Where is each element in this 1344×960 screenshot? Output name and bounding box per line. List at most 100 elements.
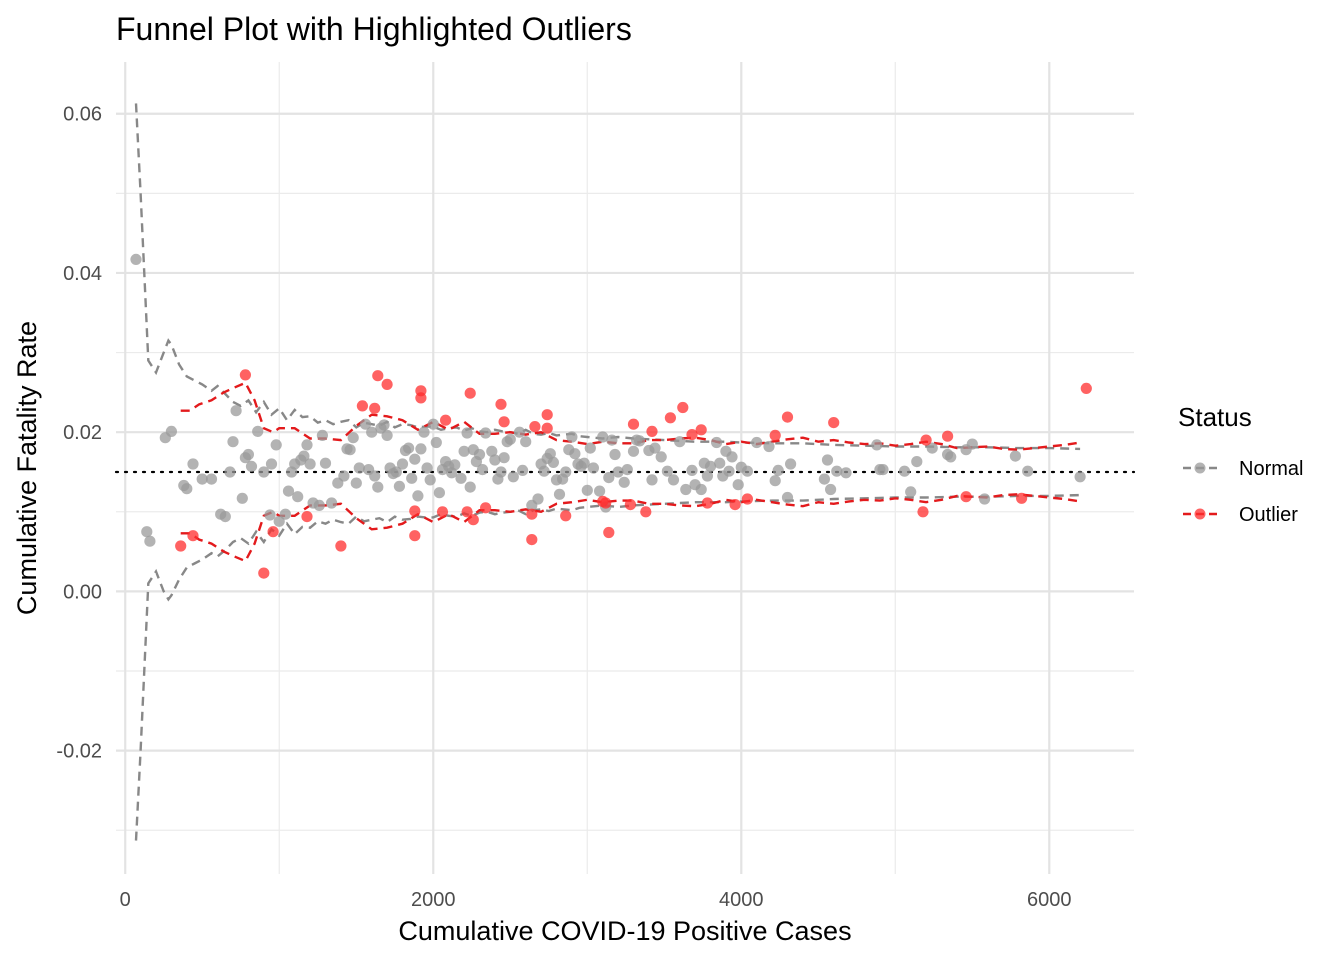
normal-point-86 bbox=[489, 454, 501, 466]
outlier-point-38 bbox=[686, 429, 698, 441]
normal-point-154 bbox=[772, 464, 784, 476]
outlier-point-1 bbox=[187, 530, 199, 542]
normal-point-18 bbox=[245, 460, 258, 472]
normal-point-173 bbox=[979, 493, 991, 505]
normal-point-61 bbox=[406, 472, 418, 484]
normal-point-121 bbox=[609, 448, 621, 461]
outlier-point-42 bbox=[741, 493, 754, 505]
normal-point-37 bbox=[319, 457, 332, 469]
outlier-point-17 bbox=[461, 506, 473, 518]
normal-point-45 bbox=[353, 462, 365, 474]
x-tick-label-1: 2000 bbox=[411, 889, 456, 911]
normal-point-143 bbox=[714, 457, 726, 469]
normal-point-140 bbox=[701, 470, 714, 482]
normal-point-106 bbox=[560, 466, 572, 478]
outlier-point-19 bbox=[467, 514, 479, 526]
outlier-point-8 bbox=[369, 402, 381, 414]
normal-point-141 bbox=[704, 460, 717, 472]
normal-point-157 bbox=[818, 473, 831, 485]
normal-point-135 bbox=[680, 483, 692, 496]
normal-point-97 bbox=[532, 493, 544, 505]
normal-point-85 bbox=[486, 445, 498, 457]
normal-point-69 bbox=[430, 436, 442, 449]
normal-point-168 bbox=[926, 442, 938, 454]
normal-point-115 bbox=[587, 462, 600, 474]
normal-point-83 bbox=[476, 464, 489, 476]
outlier-point-14 bbox=[415, 392, 427, 404]
normal-point-78 bbox=[461, 427, 473, 439]
outlier-upper-limit-line bbox=[180, 381, 1081, 451]
outlier-point-25 bbox=[529, 421, 541, 433]
normal-point-40 bbox=[338, 470, 350, 482]
outlier-point-30 bbox=[600, 497, 612, 509]
normal-point-132 bbox=[661, 465, 674, 477]
normal-point-56 bbox=[390, 466, 402, 478]
normal-point-82 bbox=[473, 448, 486, 461]
normal-point-134 bbox=[674, 436, 686, 448]
normal-point-0 bbox=[130, 253, 142, 265]
normal-point-64 bbox=[415, 443, 427, 455]
normal-point-176 bbox=[1074, 471, 1086, 483]
x-tick-label-2: 4000 bbox=[719, 889, 764, 911]
normal-point-25 bbox=[279, 508, 291, 520]
normal-point-104 bbox=[553, 488, 566, 500]
outlier-point-27 bbox=[541, 422, 553, 434]
normal-point-20 bbox=[258, 466, 270, 478]
outlier-point-15 bbox=[436, 506, 449, 518]
legend: Status Normal Outlier bbox=[1178, 402, 1303, 526]
outlier-point-48 bbox=[942, 430, 954, 442]
outlier-point-4 bbox=[267, 526, 279, 538]
outlier-point-23 bbox=[526, 508, 538, 520]
normal-point-29 bbox=[292, 491, 304, 503]
normal-point-127 bbox=[634, 435, 646, 447]
normal-point-84 bbox=[480, 427, 492, 439]
normal-point-119 bbox=[603, 472, 615, 484]
normal-point-153 bbox=[769, 475, 781, 487]
outlier-point-31 bbox=[603, 526, 615, 539]
outlier-point-49 bbox=[960, 491, 972, 503]
normal-point-92 bbox=[507, 471, 519, 483]
normal-point-159 bbox=[825, 483, 837, 496]
outlier-point-16 bbox=[440, 414, 452, 426]
normal-point-21 bbox=[264, 509, 276, 521]
normal-point-6 bbox=[181, 483, 193, 495]
normal-point-22 bbox=[265, 458, 278, 470]
legend-outlier-label: Outlier bbox=[1239, 504, 1298, 526]
outlier-point-3 bbox=[258, 567, 270, 579]
normal-upper-limit-line bbox=[134, 103, 1081, 451]
y-tick-label-3: 0.04 bbox=[63, 263, 102, 285]
normal-point-91 bbox=[504, 433, 516, 445]
y-tick-label-0: -0.02 bbox=[56, 741, 102, 763]
normal-point-148 bbox=[732, 479, 744, 491]
normal-point-89 bbox=[498, 452, 510, 464]
normal-point-9 bbox=[205, 473, 218, 485]
grid-layer bbox=[116, 62, 1134, 874]
outlier-point-47 bbox=[920, 434, 932, 446]
outlier-point-0 bbox=[175, 540, 187, 552]
outlier-point-6 bbox=[335, 540, 347, 552]
normal-point-95 bbox=[520, 436, 532, 448]
normal-lower-limit-line bbox=[134, 493, 1081, 841]
outlier-point-24 bbox=[526, 534, 538, 546]
outlier-point-43 bbox=[769, 429, 781, 441]
normal-point-48 bbox=[366, 426, 378, 438]
normal-point-99 bbox=[538, 465, 550, 477]
outlier-point-41 bbox=[729, 499, 741, 511]
normal-point-88 bbox=[495, 466, 507, 478]
legend-item-normal: Normal bbox=[1183, 458, 1303, 480]
normal-point-2 bbox=[144, 535, 156, 547]
normal-point-1 bbox=[141, 526, 153, 538]
y-axis-title: Cumulative Fatality Rate bbox=[12, 321, 42, 615]
normal-point-13 bbox=[227, 436, 239, 448]
normal-point-43 bbox=[347, 432, 359, 444]
normal-point-17 bbox=[242, 448, 254, 461]
x-tick-label-0: 0 bbox=[120, 889, 131, 911]
normal-point-166 bbox=[905, 486, 917, 498]
normal-point-12 bbox=[224, 466, 236, 478]
normal-point-109 bbox=[569, 448, 581, 460]
normal-point-76 bbox=[455, 472, 467, 484]
normal-point-23 bbox=[270, 439, 282, 451]
normal-point-94 bbox=[517, 464, 529, 476]
normal-point-151 bbox=[751, 436, 763, 449]
